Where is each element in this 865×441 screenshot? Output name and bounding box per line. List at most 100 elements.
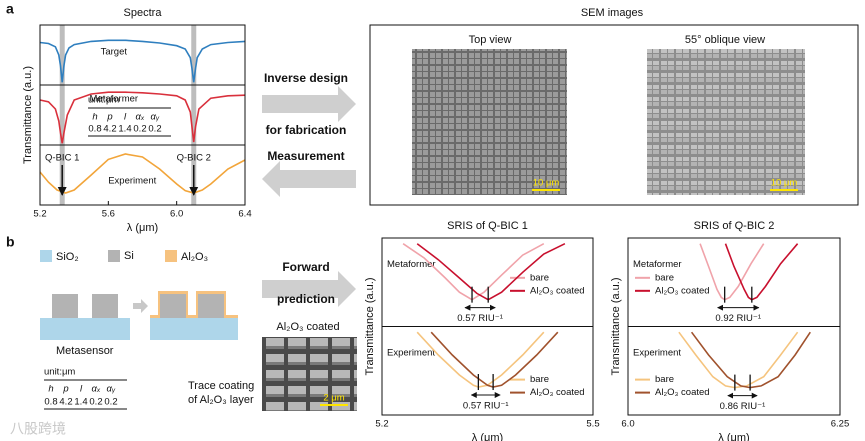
- x-axis-label: λ (μm): [472, 432, 503, 441]
- flow-arrow: [262, 271, 356, 307]
- table-cell: 0.8: [88, 124, 101, 135]
- line-series: [678, 331, 799, 389]
- y-axis-label: Transmittance (a.u.): [364, 277, 376, 375]
- band-label: Q-BIC 2: [177, 153, 211, 164]
- scale-bar-label: 10 μm: [771, 178, 798, 189]
- caption: of Al₂O₃ layer: [188, 394, 254, 406]
- table-header: αₓ: [91, 384, 100, 395]
- pillar: [160, 294, 186, 318]
- legend-label: Al₂O₃ coated: [655, 285, 710, 296]
- pillar: [198, 294, 224, 318]
- table-header: αᵧ: [151, 112, 160, 123]
- table-header: h: [92, 112, 97, 123]
- flow-text: Inverse design: [264, 71, 348, 85]
- panel-label: b: [6, 234, 15, 250]
- y-axis-label: Transmittance (a.u.): [610, 277, 622, 375]
- plot-frame: [627, 237, 841, 416]
- chart-title: Spectra: [124, 7, 163, 19]
- chart-title: SRIS of Q-BIC 1: [447, 220, 528, 232]
- legend-text: Si: [124, 250, 134, 262]
- legend-label: bare: [530, 272, 549, 283]
- subplot-label: Experiment: [387, 348, 435, 359]
- line-series: [39, 39, 246, 83]
- flow-text: Forward: [282, 260, 329, 274]
- table-header: l: [124, 112, 127, 123]
- y-axis-label: Transmittance (a.u.): [22, 66, 34, 164]
- x-tick-label: 6.0: [621, 419, 634, 430]
- line-series: [724, 243, 799, 301]
- sem-frame: [369, 24, 859, 206]
- caption: Metasensor: [56, 345, 114, 357]
- scale-bar-label: 10 μm: [533, 178, 560, 189]
- pillar: [92, 294, 118, 318]
- flow-text: for fabrication: [266, 123, 347, 137]
- table-cell: 4.2: [59, 397, 72, 408]
- x-axis-label: λ (μm): [718, 432, 749, 441]
- x-tick-label: 5.2: [375, 419, 388, 430]
- x-tick-label: 6.4: [238, 209, 251, 220]
- table-unit: unit:μm: [88, 95, 119, 106]
- panel-label: a: [6, 1, 14, 17]
- legend-text: Al₂O₃: [181, 251, 208, 263]
- legend-swatch: [108, 250, 120, 262]
- legend-swatch: [165, 250, 177, 262]
- table-cell: 0.2: [133, 124, 146, 135]
- table-header: αₓ: [135, 112, 144, 123]
- x-tick-label: 6.0: [170, 209, 183, 220]
- legend-label: Al₂O₃ coated: [655, 387, 710, 398]
- legend-label: bare: [530, 374, 549, 385]
- flow-arrow: [262, 161, 356, 197]
- table-cell: 0.8: [44, 397, 57, 408]
- resonance-band: [191, 25, 197, 205]
- sem-title: SEM images: [581, 7, 644, 19]
- scale-bar-label: 2 μm: [323, 393, 344, 404]
- legend-text: SiO₂: [56, 251, 79, 263]
- table-header: l: [80, 384, 83, 395]
- coating: [150, 315, 238, 318]
- substrate: [150, 318, 238, 340]
- substrate: [40, 318, 130, 340]
- plot-frame: [381, 237, 594, 416]
- sem-caption: Top view: [469, 34, 512, 46]
- line-series: [39, 91, 246, 144]
- watermark: 八股跨境: [10, 421, 66, 437]
- legend-label: Al₂O₃ coated: [530, 387, 585, 398]
- photo-label: Al₂O₃ coated: [276, 321, 339, 333]
- shift-label: 0.86 RIU⁻¹: [720, 401, 766, 412]
- shift-label: 0.57 RIU⁻¹: [457, 313, 503, 324]
- table-header: p: [62, 384, 68, 395]
- chart-title: SRIS of Q-BIC 2: [694, 220, 775, 232]
- line-series: [690, 331, 811, 389]
- table-cell: 0.2: [89, 397, 102, 408]
- flow-text: prediction: [277, 292, 335, 306]
- caption: Trace coating: [188, 380, 254, 392]
- table-header: p: [106, 112, 112, 123]
- legend-label: Al₂O₃ coated: [530, 285, 585, 296]
- sem-image: [647, 49, 805, 195]
- x-tick-label: 5.6: [102, 209, 115, 220]
- flow-arrow: [262, 86, 356, 122]
- band-label: Q-BIC 1: [45, 153, 79, 164]
- x-tick-label: 5.5: [586, 419, 599, 430]
- x-axis-label: λ (μm): [127, 222, 158, 234]
- sem-image: [412, 49, 567, 195]
- plot-frame: [39, 24, 246, 206]
- legend-swatch: [40, 250, 52, 262]
- x-tick-label: 6.25: [831, 419, 850, 430]
- table-cell: 1.4: [74, 397, 87, 408]
- subplot-label: Metaformer: [387, 259, 436, 270]
- subplot-label: Experiment: [633, 348, 681, 359]
- legend-label: bare: [655, 374, 674, 385]
- x-tick-label: 5.2: [33, 209, 46, 220]
- flow-text: Measurement: [267, 149, 344, 163]
- sem-image: [262, 337, 357, 411]
- table-cell: 1.4: [118, 124, 131, 135]
- process-arrow: [133, 299, 148, 313]
- table-unit: unit:μm: [44, 367, 75, 378]
- legend-label: bare: [655, 272, 674, 283]
- series-label: Metaformer: [90, 93, 139, 104]
- table-cell: 0.2: [148, 124, 161, 135]
- sem-caption: 55° oblique view: [685, 34, 765, 46]
- table-cell: 0.2: [104, 397, 117, 408]
